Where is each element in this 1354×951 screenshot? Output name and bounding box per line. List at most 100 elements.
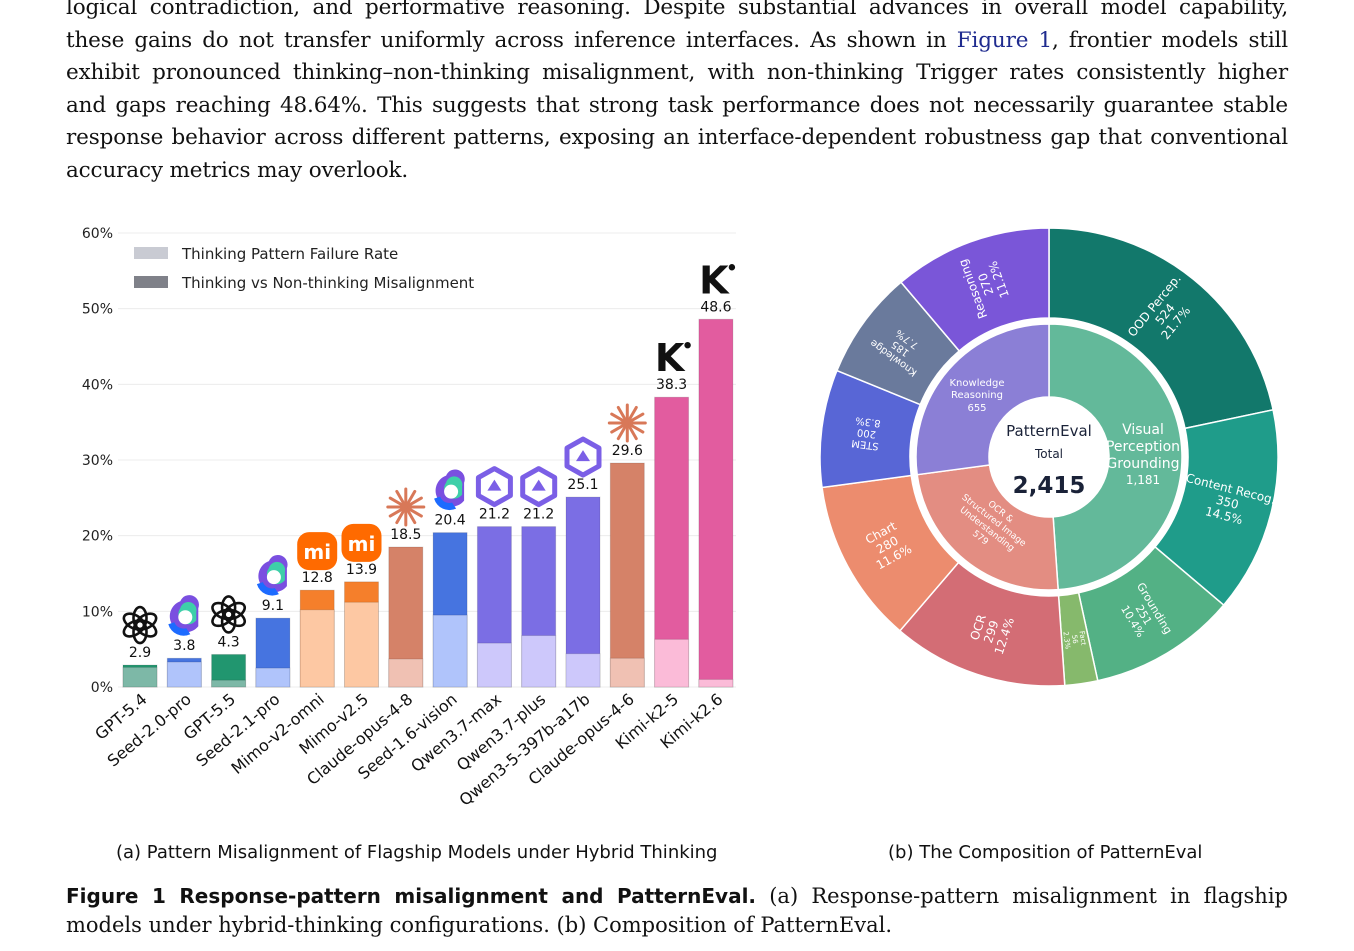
xiaomi-icon: mi: [341, 523, 382, 562]
inner-segment-name-word: Reasoning: [951, 390, 1003, 401]
bar-value-label: 18.5: [390, 527, 421, 543]
y-tick-label: 40%: [82, 377, 113, 393]
bar-failure-rate: [521, 635, 557, 688]
bar-failure-rate: [211, 679, 247, 688]
svg-text:mi: mi: [303, 540, 331, 564]
qwen-icon: [520, 466, 558, 508]
center-title: PatternEval: [1006, 422, 1092, 440]
bar-value-label: 29.6: [612, 443, 643, 459]
bar-failure-rate: [476, 642, 512, 688]
bar-value-label: 20.4: [435, 513, 466, 529]
inner-segment-name-word: Grounding: [1106, 456, 1179, 472]
bar-failure-rate: [388, 658, 424, 688]
bar-failure-rate: [698, 678, 734, 688]
bar-value-label: 21.2: [523, 507, 554, 523]
svg-text:mi: mi: [348, 532, 376, 556]
bar-value-label: 2.9: [129, 645, 151, 661]
bar-failure-rate: [432, 614, 468, 688]
segment-count: 350: [1215, 493, 1241, 512]
bar-misalignment: [609, 462, 645, 688]
bar-failure-rate: [609, 657, 645, 688]
svg-text:K: K: [655, 336, 686, 380]
figure-caption-label: Figure 1 Response-pattern misalignment a…: [66, 884, 757, 908]
segment-percent: 2.3%: [1061, 631, 1071, 650]
y-tick-label: 10%: [82, 604, 113, 620]
bar-value-label: 12.8: [302, 570, 333, 586]
paragraph-line: logical contradiction, and performative …: [66, 0, 1288, 20]
qwen-icon: [475, 466, 513, 508]
kimi-icon: K: [699, 258, 736, 302]
subcaption-a: (a) Pattern Misalignment of Flagship Mod…: [116, 842, 718, 863]
segment-count: 56: [1070, 634, 1079, 644]
bar-value-label: 9.1: [262, 598, 284, 614]
segment-count: 200: [856, 426, 876, 439]
paragraph-text: , frontier models still: [1052, 27, 1288, 53]
svg-text:K: K: [699, 258, 730, 302]
legend-label: Thinking Pattern Failure Rate: [181, 245, 398, 263]
openai-icon: [122, 605, 158, 645]
subcaption-b: (b) The Composition of PatternEval: [888, 842, 1203, 863]
bar-misalignment: [698, 318, 734, 688]
seed-icon: [434, 469, 465, 511]
legend-swatch-misalignment: [134, 276, 168, 288]
bar-value-label: 13.9: [346, 562, 377, 578]
paragraph-line: response behavior across different patte…: [66, 125, 1288, 151]
y-tick-label: 30%: [82, 453, 113, 469]
y-tick-label: 60%: [82, 226, 113, 242]
bar-failure-rate: [299, 609, 335, 688]
y-tick-label: 20%: [82, 529, 113, 545]
seed-icon: [168, 595, 199, 636]
inner-segment-name-word: Perception: [1106, 439, 1180, 455]
chart-legend: Thinking Pattern Failure Rate Thinking vs…: [134, 245, 474, 292]
bar-failure-rate: [565, 653, 601, 688]
bar-failure-rate: [654, 638, 690, 688]
claude-icon: [386, 487, 426, 527]
bar-failure-rate: [122, 666, 158, 688]
segment-count: 299: [981, 619, 1001, 645]
center-label: Total: [1034, 447, 1063, 461]
segment-name: Fact: [1078, 630, 1088, 646]
y-tick-label: 50%: [82, 302, 113, 318]
center-total: 2,415: [1013, 473, 1086, 499]
paragraph-line: exhibit pronounced thinking–non-thinking…: [66, 60, 1288, 86]
paragraph-line: accuracy metrics may overlook.: [66, 157, 409, 183]
figure-caption-text: (a) Response-pattern misalignment in fla…: [66, 884, 1288, 937]
bar-failure-rate: [255, 667, 291, 688]
bar-failure-rate: [344, 601, 379, 688]
inner-segment-value: 655: [967, 403, 986, 414]
bar-value-label: 4.3: [217, 634, 239, 650]
segment-percent: 8.3%: [855, 414, 882, 428]
bar-value-label: 3.8: [173, 638, 195, 654]
figure-caption: Figure 1 Response-pattern misalignment a…: [66, 882, 1288, 940]
seed-icon: [256, 554, 288, 596]
bar-value-label: 48.6: [700, 299, 731, 315]
body-paragraph: logical contradiction, and performative …: [66, 0, 1288, 188]
y-tick-label: 0%: [91, 680, 113, 696]
bar-failure-rate: [166, 661, 202, 688]
legend-label: Thinking vs Non-thinking Misalignment: [181, 274, 474, 292]
bar-value-label: 25.1: [567, 477, 598, 493]
bar-value-label: 38.3: [656, 377, 687, 393]
openai-icon: [211, 595, 247, 634]
xiaomi-icon: mi: [297, 532, 338, 571]
inner-segment-value: 1,181: [1126, 473, 1160, 487]
paragraph-line: these gains do not transfer uniformly ac…: [66, 25, 1288, 58]
paragraph-text: these gains do not transfer uniformly ac…: [66, 27, 957, 53]
paragraph-line: and gaps reaching 48.64%. This suggests …: [66, 92, 1288, 118]
inner-segment-name-word: Visual: [1122, 422, 1164, 438]
figure-link[interactable]: Figure 1: [956, 27, 1052, 53]
kimi-icon: K: [655, 336, 691, 380]
inner-segment-name-word: Knowledge: [950, 378, 1005, 389]
legend-swatch-failure-rate: [134, 247, 168, 259]
segment-name: STEM: [851, 437, 880, 451]
misalignment-bar-chart: 0% 10% 20% 30% 40% 50% 60% Thinking Pattern Fai…: [82, 226, 736, 810]
claude-icon: [607, 403, 647, 443]
qwen-icon: [564, 436, 602, 478]
center-disc: [989, 397, 1109, 517]
